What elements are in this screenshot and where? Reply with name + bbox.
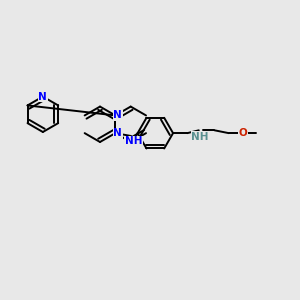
Text: O: O — [239, 128, 248, 138]
Text: N: N — [113, 110, 122, 120]
Text: N: N — [113, 128, 122, 138]
Text: NH: NH — [191, 132, 209, 142]
Text: NH: NH — [124, 136, 142, 146]
Text: N: N — [38, 92, 47, 102]
